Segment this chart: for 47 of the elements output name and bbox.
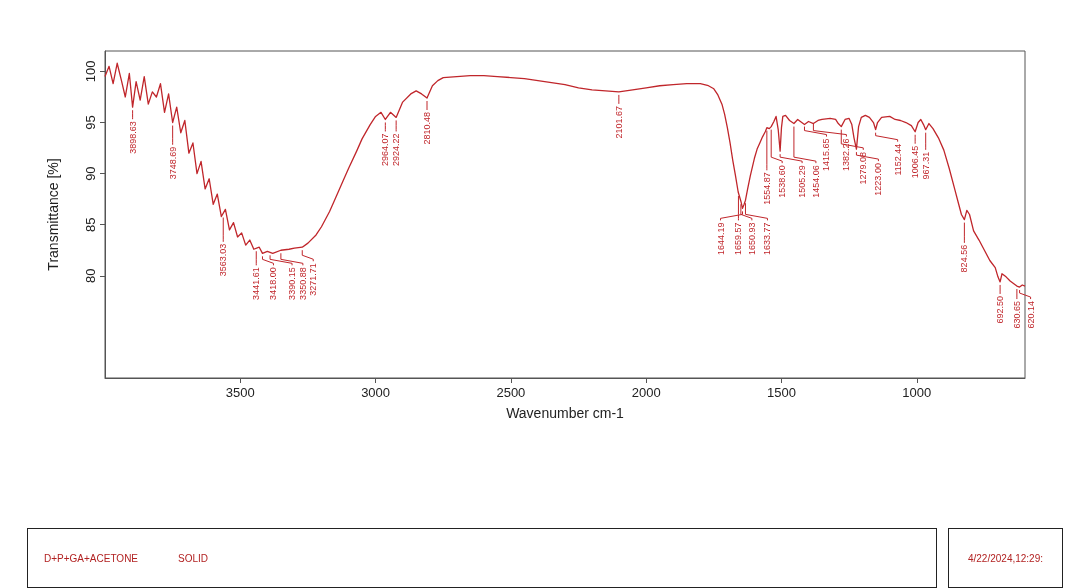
annotation: 1644.19 [715,222,726,255]
annotation: 1006.45 [910,145,921,179]
annotation: 3748.69 [167,146,178,180]
annotation: 1650.93 [746,222,757,255]
annotation: 1454.06 [810,165,821,198]
annotation: 1633.77 [762,222,773,255]
y-axis-title: Transmittance [%] [45,158,61,271]
annotation: 1659.57 [733,222,744,255]
x-tick-label: 2000 [631,385,661,400]
y-tick-label: 90 [83,166,98,181]
annotation: 1382.26 [841,138,852,172]
annotation: 967.31 [920,151,931,180]
annotation: 1505.29 [797,165,808,198]
y-tick-label: 80 [83,268,98,284]
annotation: 620.14 [1025,301,1036,329]
annotation: 2964.07 [380,133,391,167]
x-tick-label: 2500 [496,385,526,400]
annotation: 3271.71 [308,263,319,296]
annotation: 3390.15 [287,267,298,300]
text: D+P+GA+ACETONE [44,552,139,564]
annotation: 2810.48 [422,112,432,145]
annotation: 2924.22 [391,133,402,167]
annotation: 1554.87 [761,172,772,205]
text: 4/22/2024,12:29: [967,552,1044,564]
annotation: 2101.67 [613,105,624,139]
annotation: 1223.00 [873,163,884,196]
y-tick-label: 100 [83,60,98,83]
x-axis-title: Wavenumber cm-1 [506,405,625,421]
annotation: 1415.65 [821,138,832,172]
y-tick-label: 85 [83,217,98,232]
text: SOLID [178,552,209,564]
annotation: 1538.60 [777,165,788,198]
annotation: 3563.03 [218,243,229,277]
x-tick-label: 1000 [902,385,932,400]
annotation: 3898.63 [127,121,138,154]
annotation: 3418.00 [268,267,279,300]
x-tick-label: 1500 [767,385,796,400]
x-tick-label: 3500 [225,385,255,400]
y-tick-label: 95 [83,115,98,130]
annotation: 1279.08 [858,151,869,185]
annotation: 3441.61 [251,267,262,300]
annotation: 630.65 [1011,301,1022,329]
annotation: 692.50 [995,295,1006,324]
x-tick-label: 3000 [361,385,391,400]
annotation: 1152.44 [892,143,903,176]
annotation: 3350.88 [297,267,308,300]
annotation: 824.56 [959,244,970,273]
